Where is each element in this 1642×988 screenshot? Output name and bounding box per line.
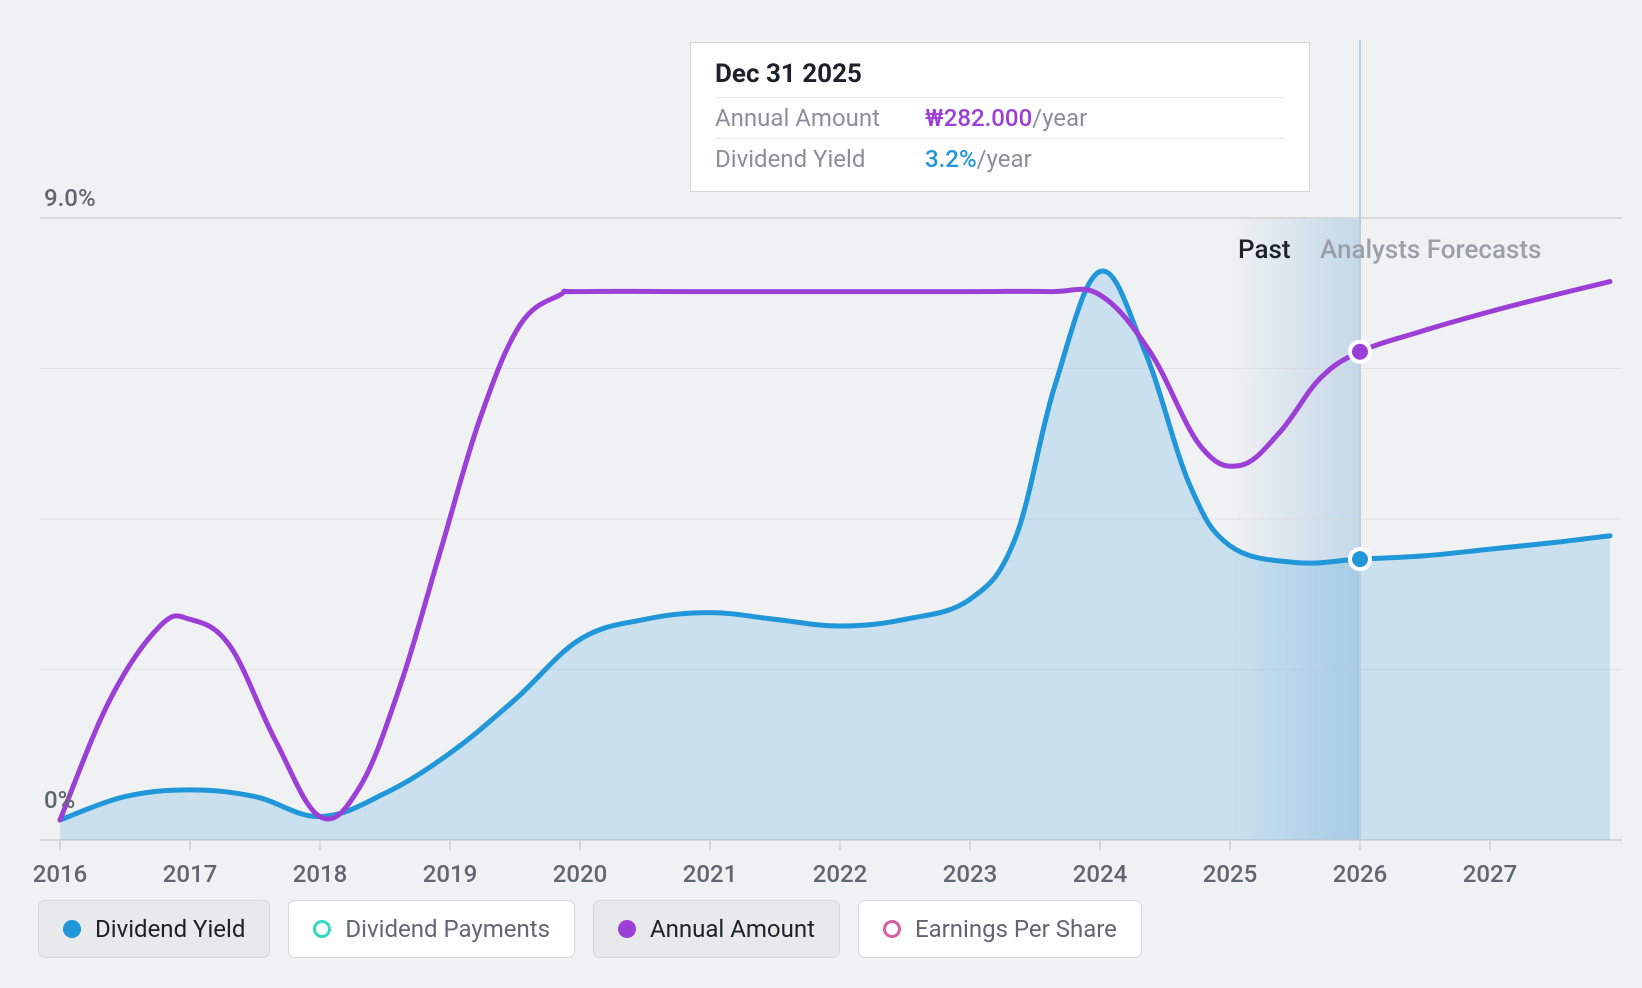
legend-swatch [618, 920, 636, 938]
x-axis-label: 2025 [1203, 860, 1258, 888]
legend-label: Annual Amount [650, 915, 815, 943]
tooltip-date: Dec 31 2025 [715, 59, 1285, 98]
legend-item-annual-amount[interactable]: Annual Amount [593, 900, 840, 958]
tooltip-value: 3.2%/year [925, 145, 1032, 173]
x-axis-label: 2019 [423, 860, 478, 888]
tooltip-value: ₩282.000/year [925, 104, 1087, 132]
legend-label: Dividend Yield [95, 915, 245, 943]
y-axis-label: 0% [44, 786, 75, 814]
chart-container: Dec 31 2025 Annual Amount ₩282.000/year … [0, 0, 1642, 988]
x-axis-label: 2023 [943, 860, 998, 888]
legend-label: Dividend Payments [345, 915, 550, 943]
x-axis-label: 2027 [1463, 860, 1518, 888]
legend-swatch [313, 920, 331, 938]
x-axis-label: 2017 [163, 860, 218, 888]
x-axis-label: 2024 [1073, 860, 1128, 888]
forecast-label: Analysts Forecasts [1320, 235, 1541, 265]
legend-swatch [63, 920, 81, 938]
legend-item-earnings-per-share[interactable]: Earnings Per Share [858, 900, 1142, 958]
x-axis-label: 2026 [1333, 860, 1388, 888]
x-axis-label: 2022 [813, 860, 868, 888]
legend-swatch [883, 920, 901, 938]
legend-label: Earnings Per Share [915, 915, 1117, 943]
y-axis-label: 9.0% [44, 184, 96, 212]
tooltip-label: Dividend Yield [715, 145, 925, 173]
chart-legend: Dividend Yield Dividend Payments Annual … [38, 900, 1142, 958]
tooltip-row-dividend-yield: Dividend Yield 3.2%/year [715, 139, 1285, 179]
x-axis-label: 2018 [293, 860, 348, 888]
x-axis-label: 2016 [33, 860, 88, 888]
x-axis-label: 2020 [553, 860, 608, 888]
legend-item-dividend-yield[interactable]: Dividend Yield [38, 900, 270, 958]
chart-tooltip: Dec 31 2025 Annual Amount ₩282.000/year … [690, 42, 1310, 192]
past-label: Past [1238, 235, 1291, 265]
x-axis-label: 2021 [683, 860, 738, 888]
legend-item-dividend-payments[interactable]: Dividend Payments [288, 900, 575, 958]
tooltip-row-annual-amount: Annual Amount ₩282.000/year [715, 98, 1285, 139]
tooltip-label: Annual Amount [715, 104, 925, 132]
